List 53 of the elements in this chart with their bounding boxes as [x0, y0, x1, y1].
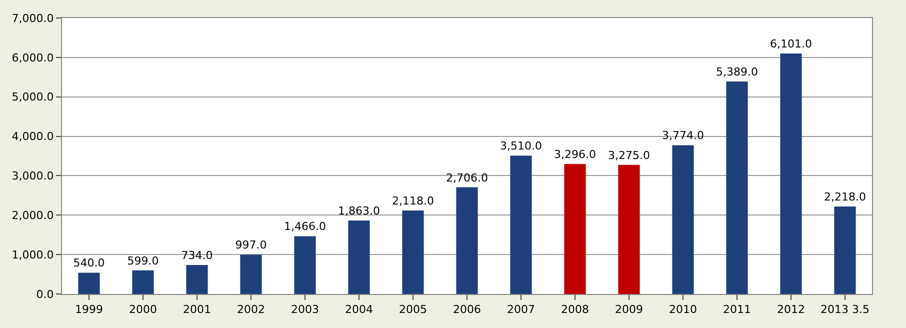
x-tick-label: 1999 [75, 303, 103, 316]
y-tick-label: 5,000.0 [12, 90, 54, 104]
data-label: 734.0 [181, 249, 213, 262]
data-label: 2,118.0 [392, 194, 434, 208]
x-tick-label: 2003 [291, 303, 319, 316]
x-tick-label: 2011 [723, 303, 751, 316]
data-label: 997.0 [235, 238, 267, 252]
data-label: 2,706.0 [446, 171, 488, 184]
x-tick-label: 2012 [777, 303, 805, 316]
bar [402, 210, 424, 294]
data-label: 3,296.0 [554, 148, 596, 162]
x-tick-label: 2002 [237, 303, 265, 316]
data-label: 3,774.0 [662, 129, 704, 142]
bar [564, 164, 586, 294]
bar [834, 206, 856, 294]
y-tick-label: 4,000.0 [12, 130, 54, 144]
data-label: 599.0 [127, 254, 159, 268]
bar [726, 82, 748, 294]
bar [618, 164, 640, 294]
x-tick-label: 2008 [561, 303, 589, 316]
data-label: 5,389.0 [716, 66, 758, 79]
x-tick-label: 2009 [615, 303, 643, 316]
data-label: 1,466.0 [284, 220, 326, 234]
y-tick-label: 6,000.0 [12, 51, 54, 64]
y-tick-label: 0.0 [36, 288, 54, 301]
x-tick-label: 2000 [129, 303, 157, 316]
bar [132, 270, 154, 294]
x-tick-label: 2006 [453, 303, 481, 316]
bar [348, 220, 370, 294]
y-tick-label: 3,000.0 [12, 170, 54, 183]
data-label: 540.0 [73, 256, 105, 270]
data-label: 3,510.0 [500, 140, 542, 153]
y-tick-label: 7,000.0 [12, 12, 54, 25]
x-tick-label: 2007 [507, 303, 535, 316]
bar [240, 254, 262, 294]
data-label: 3,275.0 [608, 148, 650, 162]
data-label: 2,218.0 [824, 190, 866, 204]
x-tick-label: 2010 [669, 303, 697, 316]
y-tick-label: 2,000.0 [12, 208, 54, 222]
x-tick-label: 2005 [399, 303, 427, 316]
bar [294, 236, 316, 294]
x-tick-label: 2004 [345, 303, 373, 316]
bar [456, 187, 478, 294]
bar [78, 272, 100, 294]
bar [186, 265, 208, 294]
bar [672, 145, 694, 294]
x-tick-label: 2013 3.5 [820, 303, 870, 316]
bar [510, 156, 532, 294]
y-tick-label: 1,000.0 [12, 248, 54, 262]
data-label: 1,863.0 [338, 204, 380, 218]
x-tick-label: 2001 [183, 303, 211, 316]
data-label: 6,101.0 [770, 37, 812, 50]
bar [780, 53, 802, 294]
